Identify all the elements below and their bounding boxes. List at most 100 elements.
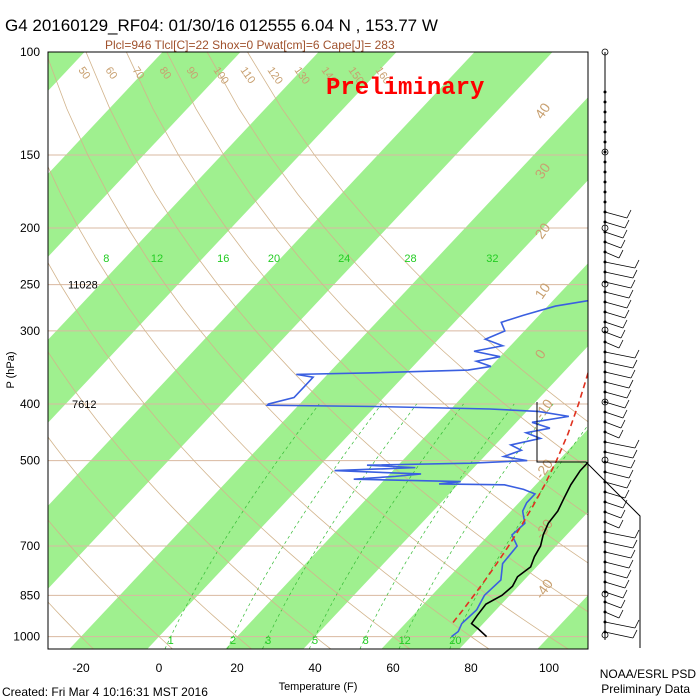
isotherm-label: 60 — [103, 65, 120, 82]
wind-barb — [604, 441, 636, 449]
wind-barb — [604, 421, 622, 429]
wind-barb-flag — [618, 609, 624, 619]
isotherm-label: 90 — [184, 65, 201, 82]
isotherm-band — [381, 429, 588, 649]
y-tick-label: 1000 — [13, 630, 40, 644]
wind-barb-dot — [603, 150, 607, 154]
y-tick-label: 400 — [20, 397, 40, 411]
temperature-series — [470, 461, 588, 638]
isotherm-band — [48, 52, 397, 423]
height-label: 11028 — [68, 280, 98, 292]
isotherm-band — [69, 97, 588, 649]
wind-barb-flag — [618, 519, 624, 529]
calm-wind-circle — [601, 224, 609, 232]
wind-barb — [604, 381, 630, 389]
mixing-ratio-line — [398, 403, 554, 649]
x-tick-label: 100 — [539, 661, 559, 675]
wind-barb — [604, 261, 636, 269]
wind-barb-dot — [603, 90, 607, 94]
wind-barb-dot — [603, 100, 607, 104]
calm-wind-circle — [601, 148, 609, 156]
wind-barb-flag — [624, 489, 630, 499]
mixing-ratio-label: 12 — [151, 253, 163, 265]
wind-barb-flag — [630, 279, 636, 289]
calm-wind-circle — [601, 590, 609, 598]
wind-barb — [604, 351, 636, 359]
wind-barb-dot — [603, 200, 607, 204]
wind-barb — [604, 601, 622, 609]
calm-wind-circle — [601, 326, 609, 334]
wind-barb-flag — [620, 419, 626, 429]
x-tick-label: 0 — [156, 661, 163, 675]
x-tick-label: 60 — [386, 661, 400, 675]
wind-panel-frame — [536, 402, 641, 648]
isotherm-band — [48, 52, 241, 257]
created-timestamp: Created: Fri Mar 4 10:16:31 MST 2016 — [2, 685, 208, 699]
wind-barb-flag — [634, 259, 640, 269]
calm-wind-circle — [601, 48, 609, 56]
isotherm-bands — [48, 52, 588, 649]
y-tick-label: 250 — [20, 278, 40, 292]
y-axis: 100 150 200 250 300 400 500 700 850 1000 — [13, 45, 40, 644]
wind-barb-dot — [603, 120, 607, 124]
y-tick-label: 500 — [20, 454, 40, 468]
wind-barb — [604, 271, 634, 279]
wind-barb-flag — [622, 229, 628, 239]
wind-barb — [604, 371, 632, 379]
wind-barb-flag — [628, 289, 634, 299]
wind-barb-flag — [624, 399, 630, 409]
wind-barb-flag — [622, 589, 628, 599]
mixing-ratio-labels: 8 12 16 20 24 28 321 2 3 5 8 12 20 — [103, 253, 498, 647]
mixing-ratio-label: 24 — [338, 253, 350, 265]
wind-barb-dot — [603, 190, 607, 194]
wind-barb-flag — [632, 449, 638, 459]
wind-barb — [604, 561, 630, 569]
wind-barb — [604, 431, 620, 439]
dry-adiabat — [48, 262, 411, 649]
wind-barb-flag — [630, 549, 636, 559]
wind-barb — [604, 231, 624, 239]
wind-barb-flag — [628, 379, 634, 389]
wind-barb — [604, 301, 628, 309]
wind-barb — [604, 251, 620, 259]
isotherm-band — [48, 52, 553, 589]
wind-barb — [604, 611, 620, 619]
wind-barb — [604, 521, 620, 529]
wind-barb-dot — [603, 110, 607, 114]
wind-barb — [604, 331, 622, 339]
profiles — [265, 299, 588, 638]
isotherm-label: 70 — [130, 65, 147, 82]
wind-barb-flag — [620, 239, 626, 249]
isotherm-band — [225, 263, 588, 649]
wind-barb-flag — [622, 319, 628, 329]
wind-barb-flag — [628, 559, 634, 569]
wind-barb-flag — [618, 429, 624, 439]
mixing-ratio-label: 2 — [230, 635, 236, 647]
wind-barb-flag — [620, 599, 626, 609]
wind-barb — [604, 281, 632, 289]
dry-adiabat — [48, 165, 490, 649]
y-axis-label: P (hPa) — [5, 351, 17, 388]
isotherm-label: 50 — [76, 65, 93, 82]
mixing-ratio-line — [308, 403, 464, 649]
parcel-series — [452, 370, 588, 624]
preliminary-watermark: Preliminary — [326, 75, 484, 102]
mixing-ratio-label: 5 — [312, 635, 318, 647]
isotherm-band — [48, 52, 85, 91]
chart-title: G4 20160129_RF04: 01/30/16 012555 6.04 N… — [5, 16, 438, 35]
wind-barb-flag — [622, 499, 628, 509]
wind-barb-flag — [618, 339, 624, 349]
wind-barb-flag — [632, 539, 638, 549]
wind-barb — [604, 361, 634, 369]
y-tick-label: 850 — [20, 588, 40, 602]
mixing-ratio-line — [226, 403, 382, 649]
wind-barb-dot — [603, 130, 607, 134]
wind-barb — [604, 481, 628, 489]
pressure-gridlines — [48, 52, 588, 638]
calm-wind-circle — [601, 280, 609, 288]
wind-barb — [604, 551, 632, 559]
wind-barb — [604, 471, 630, 479]
wind-barb-flag — [634, 439, 640, 449]
wind-barb-flag — [626, 479, 632, 489]
